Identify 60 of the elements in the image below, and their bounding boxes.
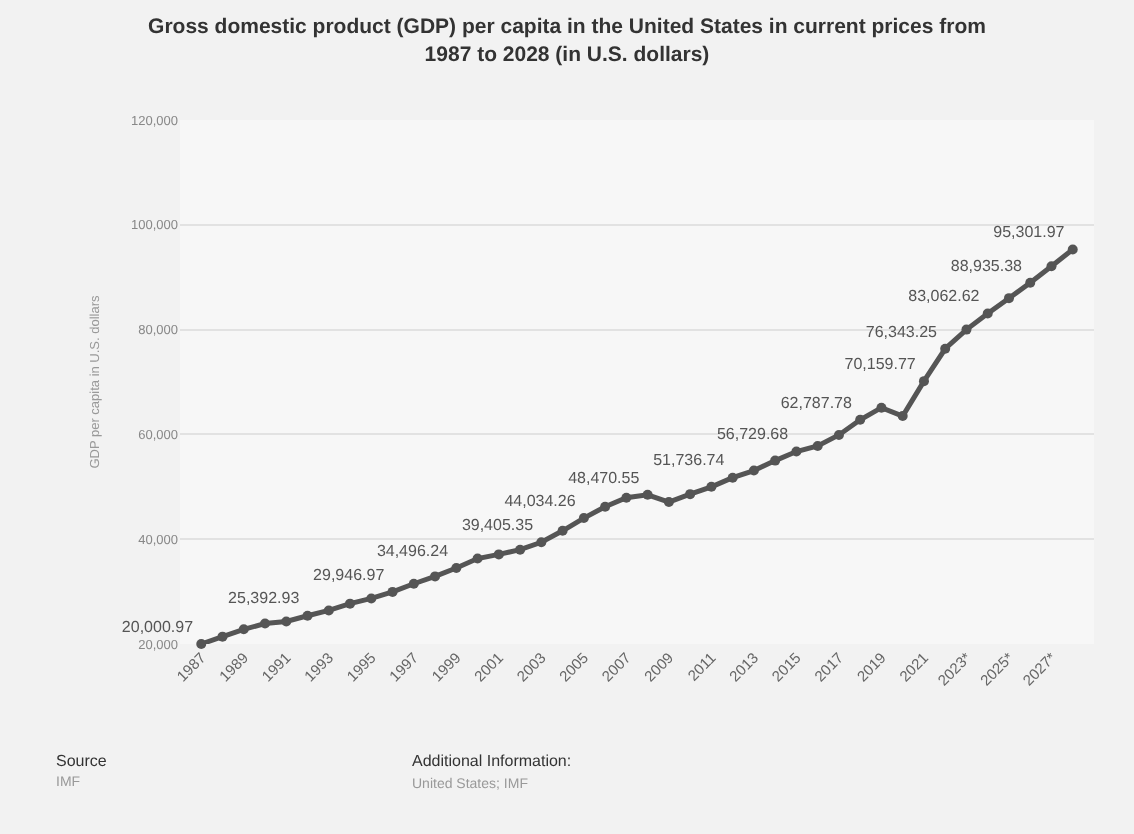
point <box>536 537 547 548</box>
point <box>663 497 674 507</box>
point <box>578 513 589 524</box>
point <box>493 549 504 560</box>
point <box>600 501 611 512</box>
point <box>387 586 398 597</box>
chart-title: Gross domestic product (GDP) per capita in the United States in current prices from 1987 to 2028 (in U.S. dollars) <box>148 15 986 67</box>
data-label: 20,000.97 <box>121 617 195 636</box>
point <box>706 481 717 492</box>
data-label: 39,405.35 <box>461 516 535 535</box>
point <box>727 472 738 483</box>
point <box>770 455 781 466</box>
point <box>196 639 207 649</box>
point <box>345 598 356 609</box>
point <box>217 631 228 642</box>
point <box>685 489 696 500</box>
text: Additional Information: <box>412 752 572 770</box>
point <box>940 343 951 354</box>
point <box>472 553 483 564</box>
point <box>515 544 526 555</box>
data-label: 25,392.93 <box>228 589 301 608</box>
point <box>748 465 759 476</box>
point <box>281 616 292 627</box>
point <box>557 525 568 536</box>
point <box>833 429 844 440</box>
point <box>323 605 334 616</box>
point <box>621 492 632 503</box>
point <box>897 411 908 422</box>
point <box>408 578 419 589</box>
point <box>876 402 887 413</box>
point <box>430 571 441 582</box>
text: Source <box>56 752 108 770</box>
data-label: 48,470.55 <box>568 468 641 487</box>
data-label: 51,736.74 <box>653 451 726 470</box>
point <box>238 624 249 635</box>
data-label: 44,034.26 <box>504 491 577 510</box>
data-label: 29,946.97 <box>313 565 386 584</box>
point <box>1067 244 1078 255</box>
point <box>302 610 313 621</box>
point <box>1003 293 1014 304</box>
point <box>918 376 929 387</box>
data-label: 70,159.77 <box>844 354 917 373</box>
point <box>642 489 653 500</box>
point <box>961 324 972 335</box>
point <box>260 618 271 629</box>
data-label: 76,343.25 <box>865 322 939 341</box>
data-label: 83,062.62 <box>908 287 981 306</box>
data-label: 88,935.38 <box>950 256 1024 275</box>
data-label: 62,787.78 <box>780 393 854 412</box>
point <box>366 593 377 604</box>
data-label: 34,496.24 <box>376 541 450 560</box>
point <box>1046 261 1057 272</box>
point <box>855 414 866 425</box>
point <box>1025 277 1036 288</box>
point <box>982 308 993 319</box>
point <box>791 446 802 457</box>
data-label: 95,301.97 <box>993 223 1066 242</box>
point <box>812 440 823 451</box>
point <box>451 563 462 574</box>
data-label: 56,729.68 <box>716 425 790 444</box>
